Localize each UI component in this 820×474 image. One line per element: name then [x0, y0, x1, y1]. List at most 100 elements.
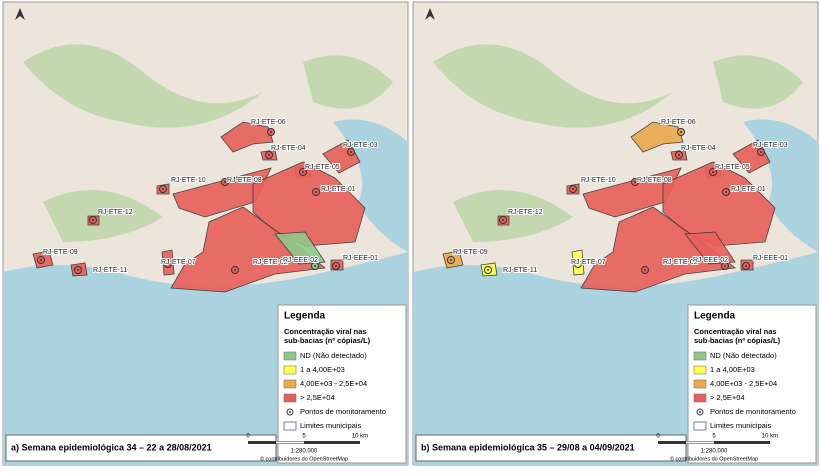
monitoring-dot — [77, 269, 79, 271]
legend-title: Legenda — [284, 311, 326, 322]
station-label: RJ-ETE-10 — [581, 177, 616, 184]
hills — [433, 44, 803, 242]
scale-bar-seg — [276, 441, 304, 444]
station-label: RJ-ETE-06 — [661, 119, 696, 126]
sub-basin — [220, 121, 274, 153]
station-label: RJ-ETE-01 — [321, 186, 356, 193]
north-arrow — [425, 8, 435, 20]
station-label: RJ-ETE-07 — [571, 259, 606, 266]
scale-tick: 5 — [712, 434, 716, 440]
legend-label: 4,00E+03 - 2,5E+04 — [300, 379, 367, 388]
sub-basin — [662, 161, 776, 247]
legend-limits — [693, 421, 707, 431]
monitoring-dot — [335, 265, 337, 267]
sub-basin — [252, 161, 366, 247]
legend-swatch — [693, 393, 707, 403]
scale-tick: 5 — [302, 434, 306, 440]
monitoring-dot — [745, 265, 747, 267]
station-label: RJ-EEE-01 — [343, 255, 378, 262]
monitoring-dot — [270, 131, 272, 133]
scale-tick: 10 km — [352, 434, 368, 440]
legend-label: Pontos de monitoramento — [710, 407, 796, 416]
legend-box — [277, 304, 407, 464]
station-label: RJ-ETE-11 — [503, 267, 537, 274]
legend-label: 1 a 4,00E+03 — [300, 365, 345, 374]
monitoring-dot — [634, 181, 636, 183]
station-label: RJ-ETE-02 — [663, 259, 698, 266]
station-label: RJ-ETE-07 — [161, 259, 196, 266]
monitoring-dot — [350, 151, 352, 153]
sub-basin — [274, 231, 326, 265]
scale-ratio: 1:280.000 — [701, 449, 728, 455]
scale-ratio: 1:280.000 — [291, 449, 318, 455]
legend-label: 1 a 4,00E+03 — [710, 365, 755, 374]
caption-box — [415, 434, 687, 462]
station-label: RJ-ETE-01 — [731, 186, 766, 193]
monitoring-dot — [644, 269, 646, 271]
map-panel: RJ-ETE-06 RJ-ETE-04 RJ-ETE-05 RJ-ETE-03 RJ-E… — [412, 1, 819, 466]
station-label: RJ-EEE-02 — [693, 257, 728, 264]
monitoring-dot — [167, 263, 169, 265]
station-label: RJ-ETE-05 — [715, 164, 750, 171]
monitoring-dot — [40, 259, 42, 261]
monitoring-dot — [224, 181, 226, 183]
station-label: RJ-ETE-03 — [753, 142, 788, 149]
monitoring-dot — [724, 265, 726, 267]
station-label: RJ-ETE-02 — [253, 259, 288, 266]
legend-label: 4,00E+03 - 2,5E+04 — [710, 379, 777, 388]
station-label: RJ-ETE-09 — [43, 249, 78, 256]
sub-basin — [630, 121, 684, 153]
station-label: RJ-ETE-04 — [681, 145, 716, 152]
station-label: RJ-ETE-08 — [637, 177, 672, 184]
scale-tick: 0 — [656, 434, 660, 440]
monitoring-dot — [268, 154, 270, 156]
sub-basin — [170, 206, 326, 293]
station-label: RJ-ETE-04 — [271, 145, 306, 152]
legend: Legenda Concentração viral nassub-bacias … — [656, 304, 817, 464]
sub-basin — [580, 206, 736, 293]
scale-bar-seg — [686, 441, 714, 444]
monitoring-dot — [302, 171, 304, 173]
credit: © contribuidores do OpenStreetMap — [670, 455, 758, 462]
station-label: RJ-ETE-10 — [171, 177, 206, 184]
legend-subtitle: sub-bacias (nº cópias/L) — [284, 336, 371, 345]
monitoring-dot — [725, 191, 727, 193]
station-label: RJ-ETE-11 — [93, 267, 127, 274]
hills — [23, 44, 393, 242]
monitoring-dot — [92, 219, 94, 221]
monitoring-dot — [315, 191, 317, 193]
legend-title: Legenda — [694, 311, 736, 322]
legend-point-dot — [289, 411, 291, 413]
station-label: RJ-EEE-01 — [753, 255, 788, 262]
monitoring-dot — [314, 265, 316, 267]
legend-subtitle: sub-bacias (nº cópias/L) — [694, 336, 781, 345]
monitoring-dot — [760, 151, 762, 153]
legend-label: ND (Não detectado) — [710, 351, 777, 360]
legend-label: Limites municipais — [300, 421, 362, 430]
legend-subtitle: Concentração viral nas — [694, 327, 777, 336]
legend-label: > 2,5E+04 — [300, 393, 335, 402]
legend-limits — [283, 421, 297, 431]
monitoring-dot — [487, 269, 489, 271]
station-label: RJ-ETE-12 — [98, 209, 133, 216]
monitoring-dot — [572, 188, 574, 190]
legend-subtitle: Concentração viral nas — [284, 327, 367, 336]
monitoring-dot — [234, 269, 236, 271]
station-label: RJ-ETE-05 — [305, 164, 340, 171]
monitoring-dot — [162, 188, 164, 190]
monitoring-dot — [450, 259, 452, 261]
legend-swatch — [283, 365, 297, 375]
legend-swatch — [693, 379, 707, 389]
legend-swatch — [283, 351, 297, 361]
credit: © contribuidores do OpenStreetMap — [260, 455, 348, 462]
monitoring-dot — [577, 263, 579, 265]
legend-swatch — [693, 365, 707, 375]
legend: Legenda Concentração viral nassub-bacias … — [246, 304, 407, 464]
station-label: RJ-ETE-08 — [227, 177, 262, 184]
legend-swatch — [693, 351, 707, 361]
legend-label: Pontos de monitoramento — [300, 407, 386, 416]
caption: a) Semana epidemiológica 34 – 22 a 28/08… — [11, 442, 212, 452]
legend-swatch — [283, 393, 297, 403]
